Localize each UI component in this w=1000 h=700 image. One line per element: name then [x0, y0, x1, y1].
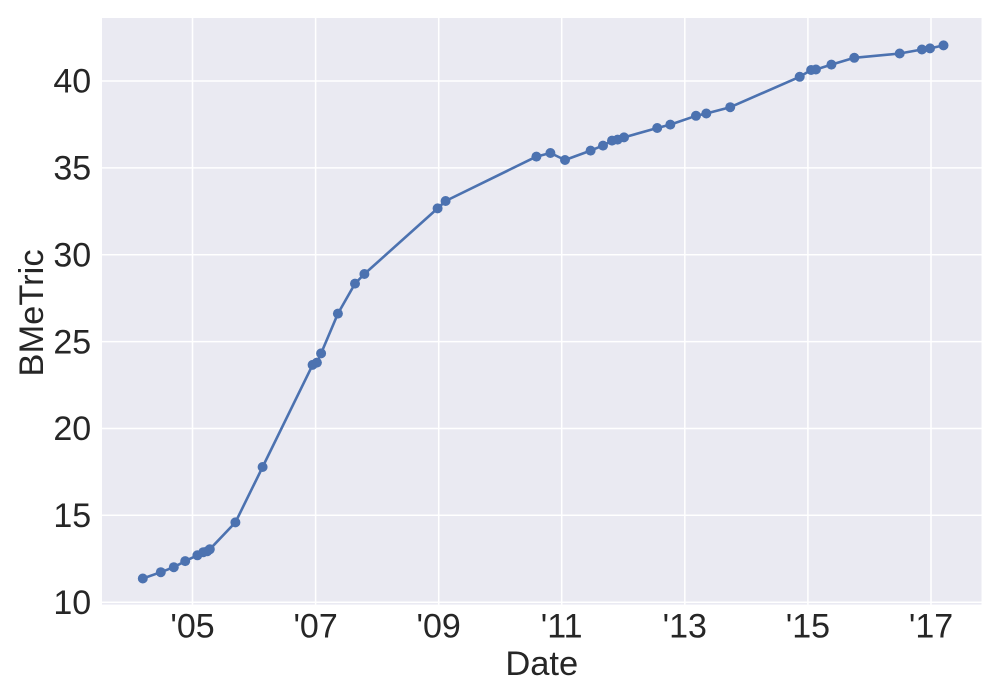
svg-text:40: 40 — [53, 63, 91, 101]
svg-text:10: 10 — [53, 584, 91, 622]
svg-text:35: 35 — [53, 150, 91, 188]
svg-text:30: 30 — [53, 236, 91, 274]
svg-text:'15: '15 — [786, 608, 830, 646]
svg-text:25: 25 — [53, 323, 91, 361]
svg-text:'07: '07 — [293, 608, 337, 646]
svg-text:'13: '13 — [663, 608, 707, 646]
svg-text:15: 15 — [53, 497, 91, 535]
svg-text:20: 20 — [53, 410, 91, 448]
svg-text:'09: '09 — [417, 608, 461, 646]
svg-text:BMeTric: BMeTric — [13, 249, 51, 376]
svg-text:Date: Date — [505, 645, 578, 683]
svg-text:'05: '05 — [170, 608, 214, 646]
svg-text:'17: '17 — [909, 608, 953, 646]
svg-text:'11: '11 — [541, 608, 583, 646]
